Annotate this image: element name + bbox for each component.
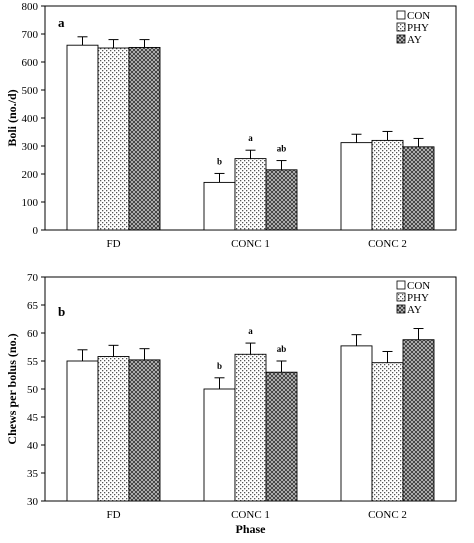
significance-label: b: [217, 156, 222, 166]
y-tick-label: 35: [27, 468, 39, 480]
legend-swatch-phy: [396, 292, 406, 302]
x-tick-label: CONC 2: [368, 238, 407, 250]
legend-label: AY: [407, 34, 422, 46]
legend-swatch-ay: [396, 304, 406, 314]
y-tick-label: 800: [22, 1, 39, 13]
bar-b-fd-con: [66, 360, 99, 502]
x-tick-label: FD: [106, 509, 120, 521]
legend-swatch-ay: [396, 34, 406, 44]
y-tick-label: 50: [27, 384, 39, 396]
y-axis-title: Boli (no./d): [5, 89, 19, 146]
legend-label: CON: [407, 280, 430, 292]
bar-b-fd-phy: [97, 356, 130, 502]
y-tick-label: 600: [22, 57, 39, 69]
panel-label: a: [58, 15, 65, 30]
y-tick-label: 0: [33, 225, 39, 237]
bar-b-conc-1-ay: [265, 371, 298, 502]
bar-a-conc-1-phy: [234, 158, 267, 231]
y-tick-label: 100: [22, 197, 39, 209]
legend-label: PHY: [407, 292, 429, 304]
legend-label: AY: [407, 304, 422, 316]
legend-label: CON: [407, 10, 430, 22]
y-tick-label: 200: [22, 169, 39, 181]
legend-swatch-phy: [396, 22, 406, 32]
bar-a-conc-1-con: [203, 181, 236, 231]
bar-a-fd-ay: [128, 46, 161, 231]
y-tick-label: 70: [27, 272, 39, 284]
y-tick-label: 45: [27, 412, 39, 424]
significance-label: a: [248, 133, 253, 143]
panel-label: b: [58, 304, 65, 319]
bar-a-conc-2-ay: [402, 146, 435, 231]
bar-a-conc-1-ay: [265, 169, 298, 231]
bar-b-fd-ay: [128, 359, 161, 502]
y-tick-label: 55: [27, 356, 39, 368]
y-tick-label: 40: [27, 440, 39, 452]
bar-b-conc-1-con: [203, 388, 236, 502]
legend-label: PHY: [407, 22, 429, 34]
bar-b-conc-2-phy: [371, 362, 404, 502]
x-tick-label: FD: [106, 238, 120, 250]
y-tick-label: 700: [22, 29, 39, 41]
bar-a-conc-2-phy: [371, 139, 404, 231]
y-tick-label: 300: [22, 141, 39, 153]
y-tick-label: 65: [27, 300, 39, 312]
legend-swatch-con: [396, 10, 406, 20]
x-tick-label: CONC 1: [231, 238, 270, 250]
x-axis-title: Phase: [236, 522, 267, 536]
y-tick-label: 500: [22, 85, 39, 97]
significance-label: b: [217, 361, 222, 371]
significance-label: ab: [277, 344, 287, 354]
panel-b: 30 35 40 45 50 55 60 65 70 Chews per bolus (no.) P…: [5, 272, 457, 536]
panel-a: 0 100 200 300 400 500 600 700 800 Boli (no./d) a FD…: [5, 1, 457, 250]
bar-b-conc-2-con: [340, 345, 373, 502]
y-tick-label: 60: [27, 328, 39, 340]
bar-a-fd-phy: [97, 47, 130, 231]
y-axis-title: Chews per bolus (no.): [5, 333, 19, 444]
significance-label: ab: [277, 144, 287, 154]
y-tick-label: 30: [27, 496, 39, 508]
significance-label: a: [248, 326, 253, 336]
x-tick-label: CONC 2: [368, 509, 407, 521]
x-tick-label: CONC 1: [231, 509, 270, 521]
bar-b-conc-1-phy: [234, 353, 267, 502]
legend-swatch-con: [396, 280, 406, 290]
bar-b-conc-2-ay: [402, 339, 435, 502]
y-tick-label: 400: [22, 113, 39, 125]
bar-a-fd-con: [66, 44, 99, 231]
bar-a-conc-2-con: [340, 142, 373, 231]
